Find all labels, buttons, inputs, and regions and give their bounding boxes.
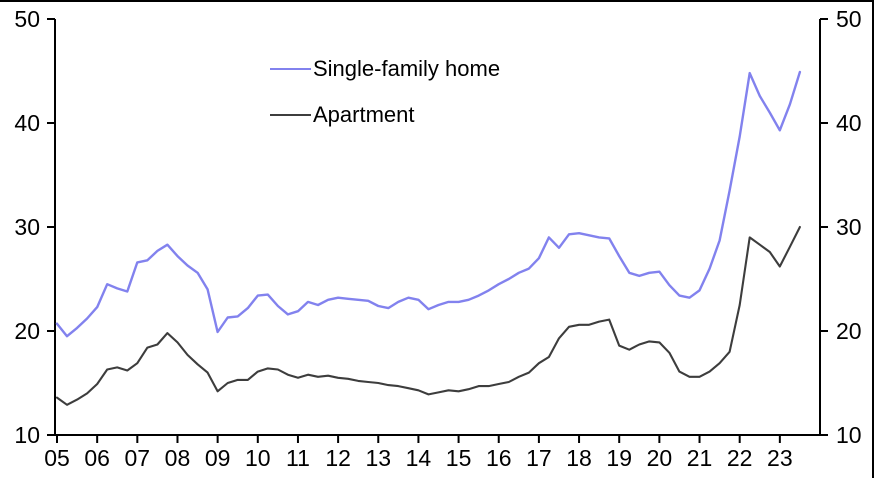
svg-text:20: 20	[14, 318, 40, 344]
svg-text:14: 14	[406, 445, 432, 471]
svg-text:17: 17	[526, 445, 552, 471]
svg-text:13: 13	[365, 445, 391, 471]
svg-text:07: 07	[125, 445, 151, 471]
svg-text:18: 18	[566, 445, 592, 471]
svg-text:11: 11	[286, 445, 310, 471]
svg-text:10: 10	[245, 445, 271, 471]
svg-text:21: 21	[687, 445, 713, 471]
y-axis-labels-left: 10 20 30 40 50	[14, 6, 40, 448]
svg-text:22: 22	[727, 445, 753, 471]
y-axis-labels-right: 10 20 30 40 50	[836, 6, 862, 448]
svg-text:06: 06	[84, 445, 110, 471]
svg-text:10: 10	[14, 422, 40, 448]
single-family-home-series-line	[55, 70, 802, 338]
y-axis-ticks	[47, 18, 828, 436]
svg-text:15: 15	[446, 445, 472, 471]
svg-text:12: 12	[325, 445, 351, 471]
svg-text:50: 50	[836, 6, 862, 32]
svg-text:05: 05	[44, 445, 70, 471]
svg-text:40: 40	[14, 110, 40, 136]
svg-text:20: 20	[836, 318, 862, 344]
svg-text:19: 19	[606, 445, 632, 471]
x-axis-labels: 05 06 07 08 09 10 11 12 13 14 15 16 17 18 19 20 21 22 23	[44, 445, 792, 471]
svg-text:30: 30	[14, 214, 40, 240]
svg-text:09: 09	[205, 445, 231, 471]
svg-text:40: 40	[836, 110, 862, 136]
svg-text:20: 20	[647, 445, 673, 471]
apartment-series-line	[55, 225, 801, 406]
x-axis-ticks	[56, 435, 781, 443]
svg-text:30: 30	[836, 214, 862, 240]
svg-text:16: 16	[486, 445, 512, 471]
axes	[54, 19, 821, 436]
svg-text:10: 10	[836, 422, 862, 448]
svg-text:50: 50	[14, 6, 40, 32]
svg-text:23: 23	[767, 445, 793, 471]
svg-text:08: 08	[165, 445, 191, 471]
